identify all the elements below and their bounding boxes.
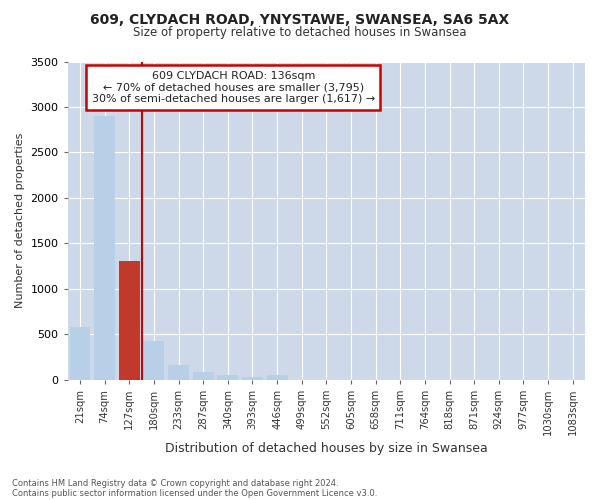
Bar xyxy=(143,342,164,380)
Bar xyxy=(217,374,238,380)
Bar xyxy=(94,116,115,380)
Bar xyxy=(242,377,263,380)
Text: Contains HM Land Registry data © Crown copyright and database right 2024.: Contains HM Land Registry data © Crown c… xyxy=(12,478,338,488)
Text: Contains public sector information licensed under the Open Government Licence v3: Contains public sector information licen… xyxy=(12,488,377,498)
Text: 609, CLYDACH ROAD, YNYSTAWE, SWANSEA, SA6 5AX: 609, CLYDACH ROAD, YNYSTAWE, SWANSEA, SA… xyxy=(91,12,509,26)
Text: Size of property relative to detached houses in Swansea: Size of property relative to detached ho… xyxy=(133,26,467,39)
Text: 609 CLYDACH ROAD: 136sqm
← 70% of detached houses are smaller (3,795)
30% of sem: 609 CLYDACH ROAD: 136sqm ← 70% of detach… xyxy=(92,71,375,104)
Bar xyxy=(193,372,214,380)
Bar xyxy=(119,262,140,380)
Bar xyxy=(70,327,91,380)
X-axis label: Distribution of detached houses by size in Swansea: Distribution of detached houses by size … xyxy=(165,442,488,455)
Bar xyxy=(266,374,287,380)
Bar xyxy=(168,365,189,380)
Y-axis label: Number of detached properties: Number of detached properties xyxy=(15,133,25,308)
